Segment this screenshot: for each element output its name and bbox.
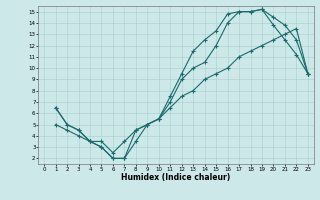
X-axis label: Humidex (Indice chaleur): Humidex (Indice chaleur) xyxy=(121,173,231,182)
